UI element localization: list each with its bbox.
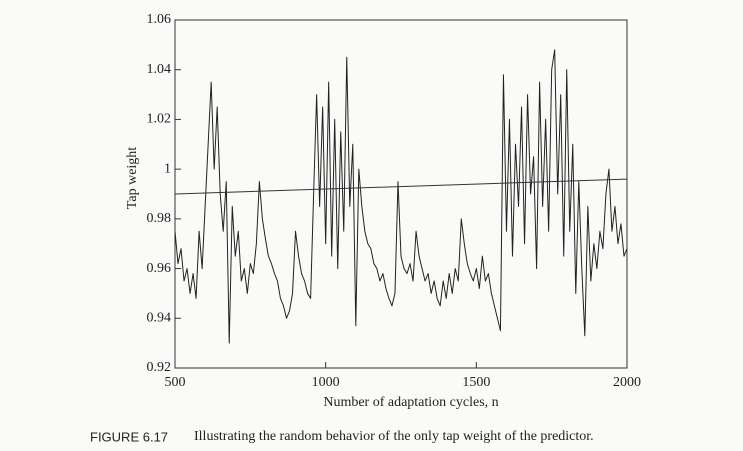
x-tick-label: 1000 [312, 375, 340, 390]
y-tick-label: 1 [164, 161, 171, 176]
y-tick-label: 0.92 [147, 360, 172, 375]
y-tick-label: 0.96 [147, 261, 172, 276]
y-tick-label: 0.98 [147, 211, 172, 226]
caption: Illustrating the random behavior of the … [194, 429, 594, 444]
x-tick-label: 1500 [462, 375, 490, 390]
caption-label: FIGURE 6.17 [90, 429, 168, 444]
y-tick-label: 1.04 [147, 62, 172, 77]
x-tick-label: 2000 [613, 375, 641, 390]
y-tick-label: 1.06 [147, 12, 172, 27]
y-tick-label: 0.94 [147, 311, 172, 326]
data-line [174, 49, 628, 344]
y-tick-label: 1.02 [147, 112, 172, 127]
x-tick-label: 500 [165, 375, 186, 390]
data-line [174, 178, 628, 195]
plot-frame [174, 19, 628, 369]
x-axis-label: Number of adaptation cycles, n [323, 395, 498, 410]
y-axis-label: Tap weight [125, 147, 140, 210]
